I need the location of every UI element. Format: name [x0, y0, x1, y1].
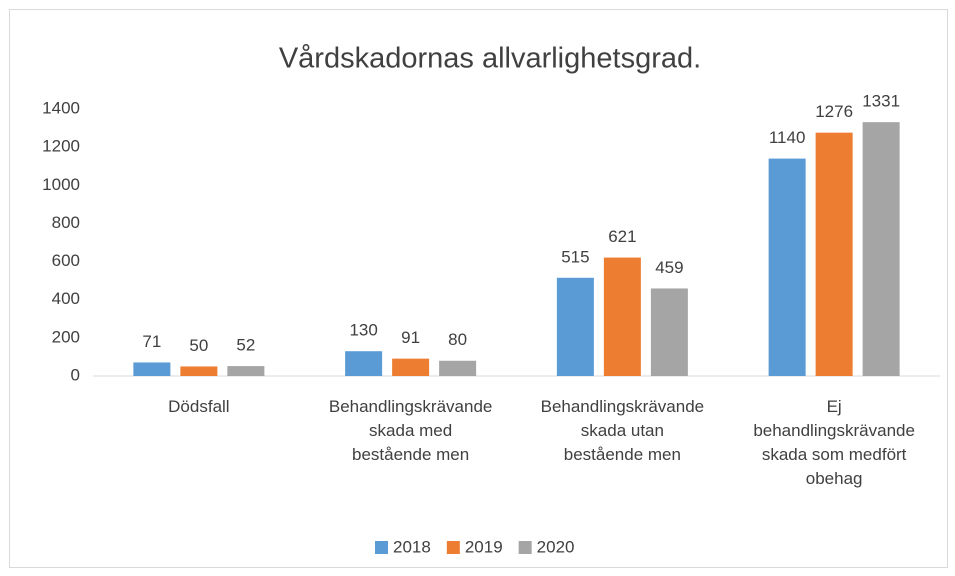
legend-label: 2019	[465, 537, 503, 556]
y-tick-label: 1000	[42, 175, 80, 194]
bar	[439, 360, 477, 376]
legend-label: 2020	[537, 537, 575, 556]
data-label: 1276	[815, 102, 853, 121]
bar	[862, 122, 900, 376]
y-tick-label: 1200	[42, 137, 80, 156]
bar	[180, 366, 218, 376]
y-tick-label: 400	[52, 289, 80, 308]
legend-swatch	[518, 541, 532, 554]
bar	[603, 257, 641, 376]
data-label: 71	[142, 332, 161, 351]
data-label: 1140	[769, 128, 806, 147]
bar	[768, 158, 806, 376]
chart-title: Vårdskadornas allvarlighetsgrad.	[279, 43, 701, 75]
bar	[650, 288, 688, 376]
bar	[392, 358, 430, 376]
data-label: 91	[401, 328, 420, 347]
x-tick-label: Ej behandlingskrävande skada som medfört ob…	[753, 397, 915, 488]
legend-swatch	[375, 541, 388, 554]
data-label: 459	[655, 258, 683, 277]
x-tick-label: Dödsfall	[168, 397, 229, 416]
y-tick-label: 200	[52, 327, 80, 346]
legend-label: 2018	[393, 537, 431, 556]
data-label: 52	[236, 336, 255, 355]
bar	[556, 277, 594, 376]
bar	[345, 351, 383, 376]
data-label: 80	[448, 330, 467, 349]
x-tick-label: Behandlingskrävande skada med bestående me…	[329, 397, 493, 464]
y-tick-label: 600	[52, 251, 80, 270]
data-label: 130	[349, 321, 377, 340]
bar	[227, 366, 265, 376]
x-tick-label: Behandlingskrävande skada utan bestående m…	[541, 397, 705, 464]
bar	[133, 362, 171, 376]
y-tick-label: 0	[71, 365, 80, 384]
data-label: 50	[189, 336, 208, 355]
legend-swatch	[446, 541, 460, 554]
y-tick-label: 1400	[42, 98, 80, 117]
y-tick-label: 800	[52, 213, 80, 232]
data-label: 621	[608, 227, 636, 246]
bar	[815, 132, 853, 376]
data-label: 1331	[862, 92, 900, 111]
data-label: 515	[561, 247, 589, 266]
